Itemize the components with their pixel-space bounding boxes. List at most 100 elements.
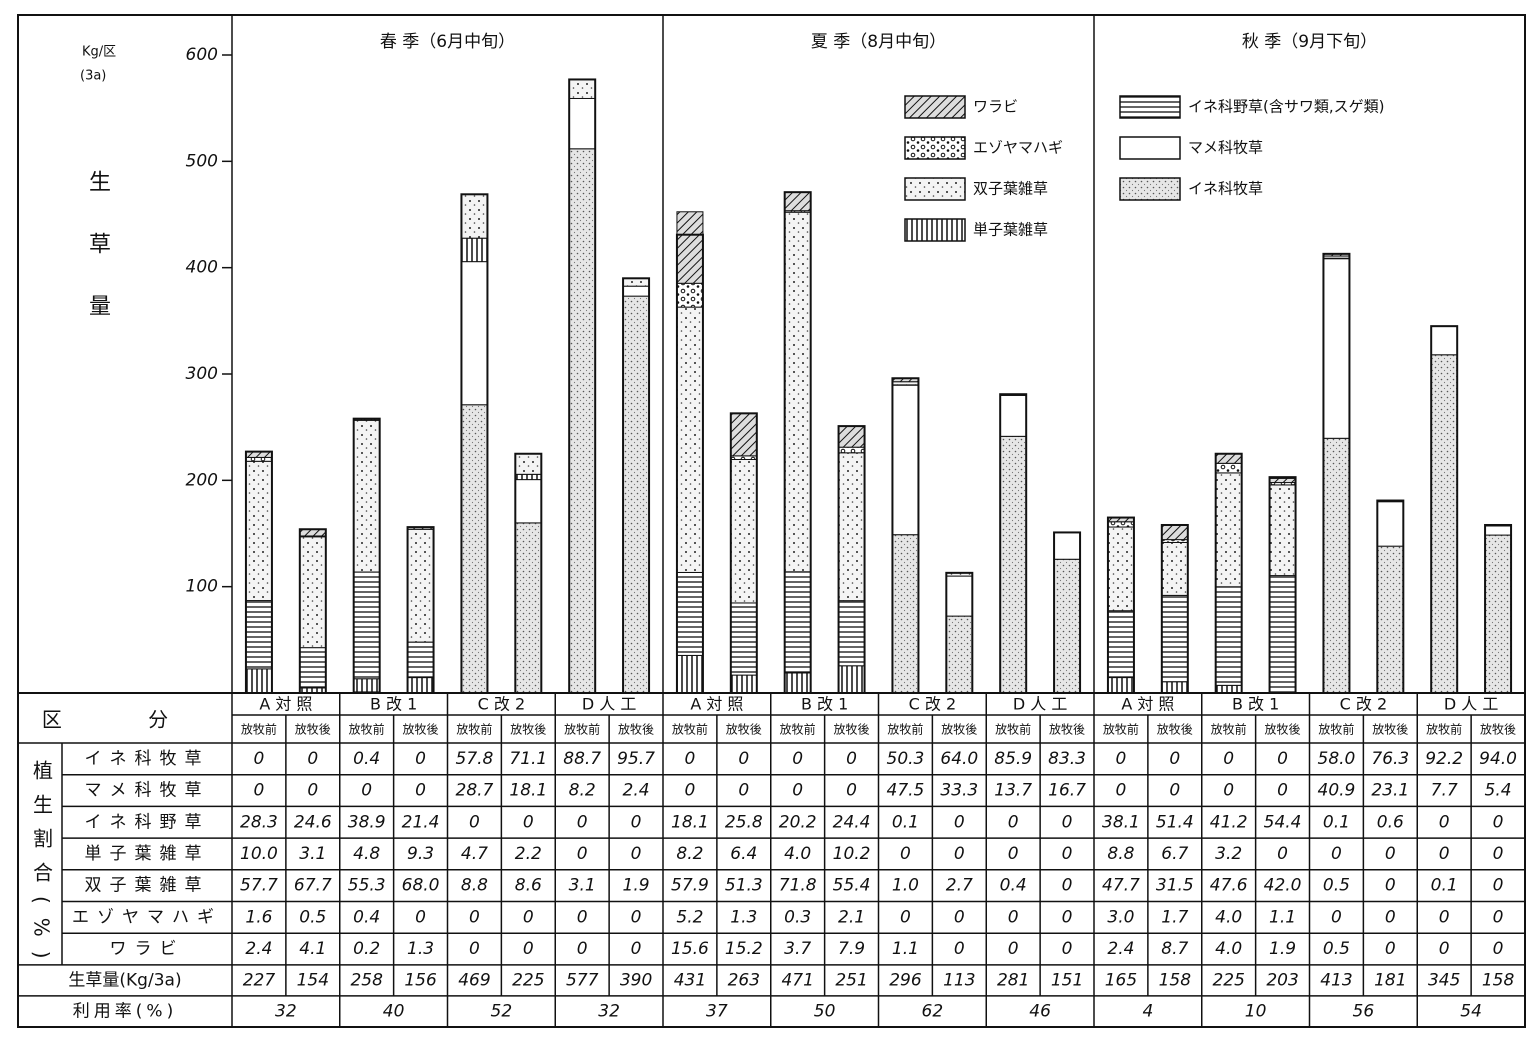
legend-swatch bbox=[904, 177, 966, 201]
subheader: 放牧前 bbox=[780, 722, 816, 737]
cell: 0 bbox=[1439, 907, 1450, 927]
row-group-label: 植生割合(%) bbox=[30, 760, 54, 973]
cell: 471 bbox=[781, 970, 813, 990]
row-label: 利用率(%) bbox=[73, 1001, 177, 1021]
cell: 0 bbox=[415, 907, 426, 927]
cell: 0.5 bbox=[299, 907, 326, 927]
plot-label: B 改 1 bbox=[801, 695, 848, 714]
bar-segment bbox=[460, 404, 488, 694]
cell: 0 bbox=[631, 844, 642, 864]
bar-segment bbox=[299, 647, 327, 689]
plot-label: D 人 工 bbox=[1013, 695, 1068, 714]
cell: 165 bbox=[1105, 970, 1137, 990]
cell: 156 bbox=[404, 970, 437, 990]
cell: 1.1 bbox=[1269, 907, 1296, 927]
cell: 2.4 bbox=[245, 939, 272, 959]
bar-segment bbox=[1161, 524, 1189, 541]
cell: 68.0 bbox=[402, 876, 440, 896]
cell: 88.7 bbox=[563, 749, 601, 769]
cell: 0 bbox=[1493, 939, 1504, 959]
cell: 0 bbox=[954, 844, 965, 864]
plot-label: D 人 工 bbox=[582, 695, 637, 714]
cell: 0 bbox=[846, 749, 857, 769]
cell: 0 bbox=[469, 812, 480, 832]
plot-label: B 改 1 bbox=[370, 695, 417, 714]
bar-segment bbox=[676, 571, 704, 656]
cell: 431 bbox=[674, 970, 706, 990]
cell: 0 bbox=[415, 781, 426, 801]
bar-segment bbox=[1269, 477, 1297, 484]
cell: 64.0 bbox=[940, 749, 978, 769]
cell: 51.4 bbox=[1156, 812, 1194, 832]
bar-segment bbox=[245, 600, 273, 670]
cell: 47.5 bbox=[887, 781, 925, 801]
legend-swatch bbox=[1119, 95, 1181, 119]
bar-segment bbox=[784, 571, 812, 674]
plot-label: A 対 照 bbox=[259, 695, 312, 714]
cell: 0 bbox=[1062, 939, 1073, 959]
bar-segment bbox=[999, 435, 1027, 694]
cell: 3.0 bbox=[1107, 907, 1134, 927]
season-title: 夏 季（8月中旬） bbox=[811, 32, 946, 52]
cell: 1.3 bbox=[730, 907, 757, 927]
cell: 55.4 bbox=[833, 876, 871, 896]
y-tick-label: 400 bbox=[186, 258, 218, 278]
cell: 113 bbox=[943, 970, 975, 990]
cell: 38.9 bbox=[348, 812, 386, 832]
cell: 413 bbox=[1320, 970, 1352, 990]
cell: 18.1 bbox=[671, 812, 709, 832]
legend-label: イネ科牧草 bbox=[1188, 180, 1263, 198]
cell: 31.5 bbox=[1156, 876, 1194, 896]
legend-label: 単子葉雑草 bbox=[973, 221, 1048, 239]
cell: 32 bbox=[275, 1001, 297, 1021]
cell: 181 bbox=[1374, 970, 1406, 990]
cell: 67.7 bbox=[294, 876, 332, 896]
cell: 5.4 bbox=[1485, 781, 1512, 801]
bar-segment bbox=[460, 261, 488, 406]
bar-segment bbox=[245, 460, 273, 602]
y-tick-label: 300 bbox=[186, 364, 218, 384]
bar-segment bbox=[407, 677, 435, 694]
cell: 28.7 bbox=[456, 781, 494, 801]
cell: 54.4 bbox=[1264, 812, 1302, 832]
bar-segment bbox=[1107, 526, 1135, 612]
subheader: 放牧前 bbox=[564, 722, 600, 737]
subheader: 放牧前 bbox=[456, 722, 492, 737]
cell: 0 bbox=[523, 812, 534, 832]
bar-segment bbox=[1484, 525, 1512, 536]
cell: 0 bbox=[469, 939, 480, 959]
cell: 0.6 bbox=[1377, 812, 1404, 832]
cell: 296 bbox=[889, 970, 922, 990]
cell: 0 bbox=[685, 781, 696, 801]
cell: 0.5 bbox=[1323, 876, 1350, 896]
legend-label: イネ科野草(含サワ類,スゲ類) bbox=[1188, 98, 1384, 116]
subheader: 放牧前 bbox=[1211, 722, 1247, 737]
bar-segment bbox=[1215, 586, 1243, 686]
cell: 50.3 bbox=[887, 749, 925, 769]
y-tick-label: 500 bbox=[186, 151, 218, 171]
cell: 251 bbox=[835, 970, 867, 990]
cell: 92.2 bbox=[1425, 749, 1463, 769]
cell: 4.7 bbox=[461, 844, 488, 864]
subheader: 放牧前 bbox=[1103, 722, 1139, 737]
cell: 0 bbox=[1169, 749, 1180, 769]
subheader: 放牧後 bbox=[618, 722, 654, 737]
bar-segment bbox=[838, 425, 866, 448]
bar-segment bbox=[353, 571, 381, 680]
cell: 8.2 bbox=[569, 781, 596, 801]
cell: 3.7 bbox=[784, 939, 811, 959]
cell: 4.8 bbox=[353, 844, 380, 864]
legend-label: 双子葉雑草 bbox=[973, 180, 1048, 198]
cell: 0 bbox=[631, 939, 642, 959]
bar-segment bbox=[676, 654, 704, 694]
cell: 0 bbox=[954, 907, 965, 927]
cell: 0 bbox=[900, 907, 911, 927]
cell: 3.2 bbox=[1215, 844, 1242, 864]
cell: 51.3 bbox=[725, 876, 763, 896]
cell: 62 bbox=[922, 1001, 944, 1021]
bar-segment bbox=[1376, 545, 1404, 694]
cell: 0 bbox=[954, 812, 965, 832]
cell: 85.9 bbox=[994, 749, 1032, 769]
cell: 8.8 bbox=[461, 876, 488, 896]
bar-segment bbox=[622, 285, 650, 297]
